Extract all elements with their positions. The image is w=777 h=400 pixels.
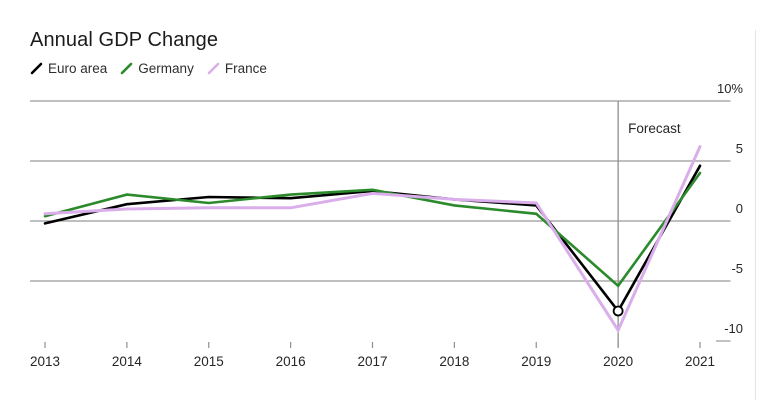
legend-item-france: France	[207, 61, 267, 76]
series-line-germany	[43, 171, 702, 288]
x-axis-label: 2016	[276, 354, 306, 369]
x-axis-label: 2017	[357, 354, 387, 369]
x-axis-label: 2013	[30, 354, 60, 369]
line-slash-icon	[120, 62, 133, 75]
line-slash-icon	[30, 62, 43, 75]
legend-item-label: Germany	[138, 61, 194, 76]
line-slash-icon	[207, 62, 220, 75]
forecast-label: Forecast	[628, 121, 681, 136]
x-axis-label: 2014	[112, 354, 143, 369]
x-axis-label: 2019	[521, 354, 551, 369]
y-axis-label: 10%	[717, 81, 743, 96]
x-axis-label: 2020	[603, 354, 633, 369]
y-axis-label: -5	[731, 261, 743, 276]
chart-title: Annual GDP Change	[30, 29, 219, 51]
legend-item-label: Euro area	[48, 61, 108, 76]
page-edge-divider	[755, 30, 756, 400]
legend-item-euro-area: Euro area	[30, 61, 107, 76]
legend-item-label: France	[224, 61, 267, 76]
series-line-euro-area	[43, 164, 702, 314]
y-axis-label: -10	[724, 321, 743, 336]
y-axis-label: 5	[736, 141, 743, 156]
x-axis-label: 2015	[194, 354, 224, 369]
legend: Euro area Germany France	[30, 61, 267, 76]
x-axis-label: 2021	[685, 354, 715, 369]
forecast-point-marker	[612, 305, 624, 317]
legend-item-germany: Germany	[120, 61, 194, 76]
x-axis-label: 2018	[439, 354, 469, 369]
y-axis-label: 0	[736, 201, 743, 216]
series-line-france	[43, 145, 702, 334]
